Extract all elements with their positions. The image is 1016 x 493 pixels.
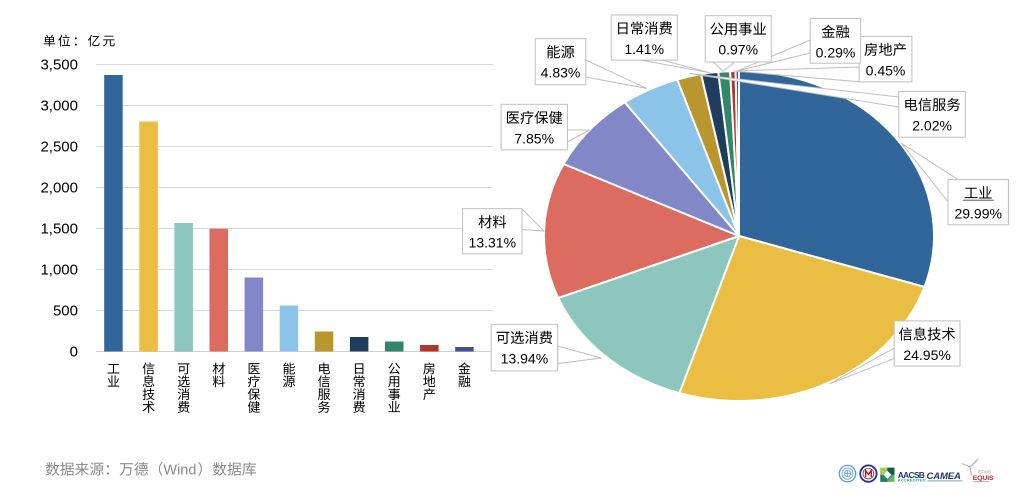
svg-text:0.29%: 0.29%	[816, 44, 856, 60]
svg-text:4.83%: 4.83%	[541, 65, 581, 81]
svg-text:500: 500	[53, 303, 78, 320]
svg-text:EFMD: EFMD	[978, 470, 991, 475]
svg-text:29.99%: 29.99%	[954, 206, 1001, 222]
svg-text:1,000: 1,000	[40, 262, 78, 279]
svg-text:EQUIS: EQUIS	[973, 475, 994, 482]
svg-text:3,000: 3,000	[40, 98, 78, 115]
svg-text:2,000: 2,000	[40, 180, 78, 197]
svg-text:13.31%: 13.31%	[469, 235, 516, 251]
svg-text:2,500: 2,500	[40, 139, 78, 156]
svg-text:0.97%: 0.97%	[718, 42, 758, 58]
svg-text:24.95%: 24.95%	[903, 347, 950, 363]
svg-text:7.85%: 7.85%	[514, 130, 554, 146]
svg-text:ACCREDITED: ACCREDITED	[898, 478, 926, 483]
svg-text:AACSB: AACSB	[898, 470, 925, 480]
svg-text:3,500: 3,500	[40, 57, 78, 74]
svg-text:2.02%: 2.02%	[912, 117, 952, 133]
svg-text:0: 0	[70, 344, 78, 361]
svg-text:1.41%: 1.41%	[624, 41, 664, 57]
svg-text:13.94%: 13.94%	[501, 350, 548, 366]
svg-text:CAMEA: CAMEA	[927, 471, 961, 482]
svg-text:0.45%: 0.45%	[866, 62, 906, 78]
svg-text:1,500: 1,500	[40, 221, 78, 238]
svg-text:Wind: Wind	[163, 463, 196, 479]
